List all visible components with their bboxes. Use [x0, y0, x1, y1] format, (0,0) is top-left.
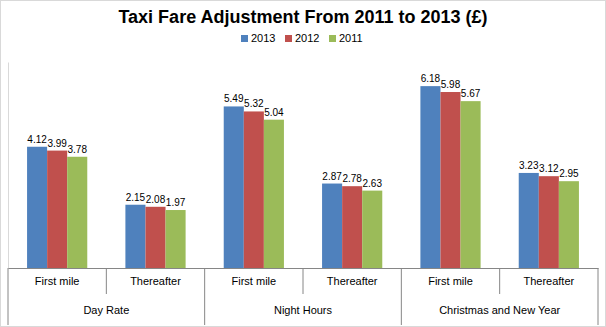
x-tick-label: Thereafter: [523, 275, 574, 287]
bar: [27, 147, 47, 268]
group-label: Night Hours: [274, 304, 333, 316]
bar: [539, 176, 559, 268]
legend-label: 2013: [251, 32, 275, 44]
bar: [420, 86, 440, 268]
bar: [244, 111, 264, 268]
data-label: 3.78: [68, 144, 88, 155]
x-tick: First mile: [35, 275, 80, 287]
x-tick-label: First mile: [232, 275, 277, 287]
bar: [145, 207, 165, 268]
data-label: 2.95: [559, 168, 579, 179]
category-separator: [499, 268, 500, 294]
data-label: 6.18: [421, 73, 441, 84]
x-tick-label: First mile: [428, 275, 473, 287]
bar: [322, 184, 342, 268]
bar: [67, 157, 87, 268]
background: [1, 1, 606, 327]
bar: [559, 181, 579, 268]
group-separator: [8, 268, 9, 325]
data-label: 4.12: [27, 134, 47, 145]
x-tick: Thereafter: [327, 275, 378, 287]
data-label: 5.67: [461, 88, 481, 99]
bar: [342, 186, 362, 268]
data-label: 2.87: [322, 171, 342, 182]
bar: [125, 205, 145, 268]
bars: [27, 86, 579, 268]
legend-swatch: [241, 35, 248, 42]
data-label: 3.23: [519, 160, 539, 171]
bar: [264, 120, 284, 268]
category-separator: [303, 268, 304, 294]
x-tick: First mile: [232, 275, 277, 287]
group-separator: [598, 268, 599, 325]
x-tick-label: Thereafter: [130, 275, 181, 287]
data-label: 5.49: [224, 93, 244, 104]
data-label: 5.98: [441, 79, 461, 90]
legend-label: 2011: [339, 32, 363, 44]
data-label: 3.12: [539, 163, 559, 174]
chart: Taxi Fare Adjustment From 2011 to 2013 (…: [0, 0, 606, 327]
title: Taxi Fare Adjustment From 2011 to 2013 (…: [118, 7, 487, 27]
bar: [362, 191, 382, 268]
bar: [519, 173, 539, 268]
data-label: 5.32: [244, 98, 264, 109]
data-label: 5.04: [264, 107, 284, 118]
legend-swatch: [285, 35, 292, 42]
category-separator: [106, 268, 107, 294]
x-tick-label: Thereafter: [327, 275, 378, 287]
data-label: 3.99: [47, 138, 67, 149]
data-label: 2.63: [363, 178, 383, 189]
legend-swatch: [329, 35, 336, 42]
bar: [166, 210, 186, 268]
data-label: 1.97: [166, 197, 186, 208]
group-labels: Day Rate Night Hours Christmas and New Yea…: [83, 304, 560, 316]
x-tick-label: First mile: [35, 275, 80, 287]
data-label: 2.15: [126, 192, 146, 203]
x-tick: First mile: [428, 275, 473, 287]
bar: [461, 101, 481, 268]
group-label: Christmas and New Year: [439, 304, 560, 316]
category-separators: [8, 268, 598, 325]
data-label: 2.08: [146, 194, 166, 205]
data-labels: 4.12 2.15 5.49 2.87 6.18 3.23 3.99 2.08 5.32 2.78…: [27, 73, 579, 208]
bar: [224, 106, 244, 268]
y-axis-line: [8, 63, 9, 269]
legend-label: 2012: [295, 32, 319, 44]
y-axis: [8, 63, 9, 269]
x-tick: Thereafter: [130, 275, 181, 287]
x-tick: Thereafter: [523, 275, 574, 287]
data-label: 2.78: [342, 173, 362, 184]
bar: [440, 92, 460, 268]
bar: [47, 151, 67, 268]
group-label: Day Rate: [83, 304, 129, 316]
group-separator: [204, 268, 205, 325]
group-separator: [401, 268, 402, 325]
legend: 2013 2012 2011: [241, 32, 363, 44]
